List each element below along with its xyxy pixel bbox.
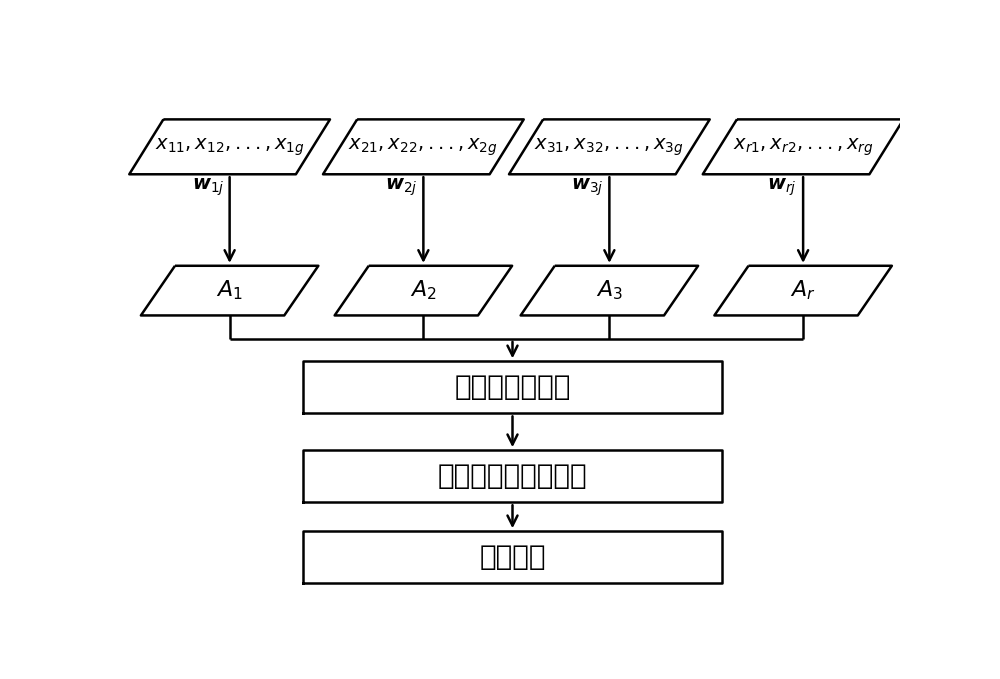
Text: 建立模糊规则库: 建立模糊规则库 <box>454 373 571 401</box>
Text: $\boldsymbol{w}_{rj}$: $\boldsymbol{w}_{rj}$ <box>767 177 796 198</box>
Polygon shape <box>141 265 318 316</box>
Text: $x_{r1},x_{r2},...,x_{rg}$: $x_{r1},x_{r2},...,x_{rg}$ <box>733 136 873 158</box>
Text: $A_1$: $A_1$ <box>216 279 243 302</box>
Text: $\boldsymbol{w}_{3j}$: $\boldsymbol{w}_{3j}$ <box>571 177 604 198</box>
Text: $A_r$: $A_r$ <box>790 279 816 302</box>
Text: 故障判定: 故障判定 <box>479 543 546 571</box>
Polygon shape <box>509 120 710 175</box>
Polygon shape <box>521 265 698 316</box>
Polygon shape <box>303 450 722 502</box>
Polygon shape <box>703 120 903 175</box>
Text: $A_2$: $A_2$ <box>410 279 437 302</box>
Polygon shape <box>323 120 524 175</box>
Text: $x_{21},x_{22},...,x_{2g}$: $x_{21},x_{22},...,x_{2g}$ <box>348 136 498 158</box>
Polygon shape <box>335 265 512 316</box>
Text: $A_3$: $A_3$ <box>596 279 623 302</box>
Text: $x_{31},x_{32},...,x_{3g}$: $x_{31},x_{32},...,x_{3g}$ <box>534 136 684 158</box>
Polygon shape <box>129 120 330 175</box>
Text: $\boldsymbol{w}_{1j}$: $\boldsymbol{w}_{1j}$ <box>192 177 224 198</box>
Text: 油液状态的量化表征: 油液状态的量化表征 <box>438 462 587 490</box>
Polygon shape <box>303 361 722 414</box>
Polygon shape <box>303 531 722 583</box>
Polygon shape <box>714 265 892 316</box>
Text: $\boldsymbol{w}_{2j}$: $\boldsymbol{w}_{2j}$ <box>385 177 418 198</box>
Text: $x_{11},x_{12},...,x_{1g}$: $x_{11},x_{12},...,x_{1g}$ <box>155 136 305 158</box>
